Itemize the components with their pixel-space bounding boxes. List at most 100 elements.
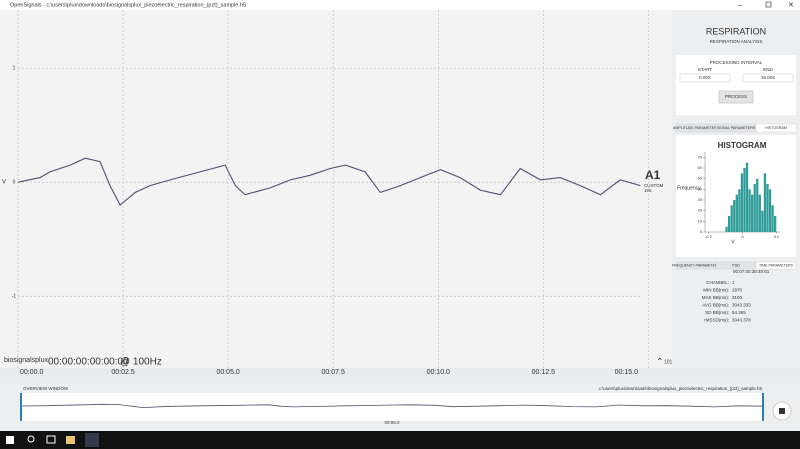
histogram-bar — [748, 189, 751, 232]
end-input[interactable] — [742, 73, 794, 83]
y-tick-label: 20 — [698, 208, 703, 213]
interval-panel — [676, 55, 796, 115]
histogram-bar — [766, 184, 769, 232]
y-tick-label: 40 — [698, 186, 703, 191]
x-tick-label: 0.2 — [774, 234, 780, 239]
zoom-value: 101 — [664, 359, 673, 365]
close[interactable]: ✕ — [788, 2, 794, 9]
param-value: 3043.378 — [732, 318, 751, 323]
param-label: rMSSD(ms): — [704, 318, 729, 323]
start-value: 0.00S — [699, 75, 711, 80]
histogram-bar — [725, 226, 728, 232]
x-tick-label: 00:10.0 — [427, 369, 450, 376]
y-tick-label: 10 — [698, 218, 703, 223]
window-title: OpenSignals - c:\users\plux\downloads\bi… — [10, 2, 246, 8]
overview-handle[interactable] — [20, 393, 22, 421]
end-label: END — [763, 67, 773, 72]
sidebar-title: RESPIRATION — [706, 26, 766, 36]
overview-file: c:\users\plux\downloads\biosignalsplux_p… — [599, 386, 763, 391]
y-tick-label: -1 — [12, 294, 17, 300]
search-button[interactable] — [27, 435, 35, 443]
stop-icon — [779, 408, 785, 414]
histogram-bar — [738, 189, 741, 232]
x-tick-label: 00:15.0 — [615, 369, 638, 376]
x-tick-label: 0 — [741, 234, 744, 239]
param-value: 2970 — [732, 288, 743, 293]
histogram-bar — [753, 184, 756, 232]
param-value: 1 — [732, 280, 735, 285]
time-display: 00:00:00:00:00:00 — [48, 357, 129, 368]
plot-area — [0, 10, 672, 368]
param-label: MAX BB(ms): — [702, 295, 729, 300]
logo: biosignalsplux — [4, 357, 48, 364]
tab-label: PSD — [732, 263, 740, 267]
histogram-title: HISTOGRAM — [718, 141, 767, 150]
tab-label: AMPLITUDE PARAMETERS — [673, 126, 720, 130]
param-value: 3100 — [732, 295, 743, 300]
overview-label: OVERVIEW WINDOW — [23, 386, 69, 391]
taskbar — [0, 431, 800, 449]
histogram-bar — [763, 173, 767, 232]
x-tick-label: -0.2 — [705, 234, 713, 239]
x-tick-label: 00:00.0 — [20, 369, 43, 376]
process-button[interactable] — [718, 90, 754, 104]
x-tick-label: 00:05.0 — [216, 369, 239, 376]
y-axis-label: V — [2, 180, 6, 186]
histogram-bar — [758, 194, 761, 232]
tab[interactable] — [755, 123, 797, 133]
histogram-y-label: Frequency — [677, 185, 701, 191]
histogram-bar — [745, 162, 749, 232]
y-tick-label: 1 — [13, 65, 16, 71]
overview-time: 00:05.0 — [384, 420, 400, 425]
histogram-bar — [740, 173, 744, 232]
y-tick-label: 30 — [698, 197, 703, 202]
tab-label: TIME PARAMETERS — [759, 263, 794, 267]
maximize[interactable] — [765, 1, 772, 8]
x-tick-label: 00:12.5 — [532, 369, 555, 376]
histogram-bar — [756, 178, 759, 232]
opensignals-icon[interactable] — [85, 433, 99, 447]
y-tick-label: 60 — [698, 165, 703, 170]
param-value: 54.365 — [732, 310, 746, 315]
explorer-icon[interactable] — [66, 436, 75, 444]
time-header: 00:07:00:38:40:61 — [733, 269, 770, 274]
minimize[interactable]: – — [738, 2, 742, 9]
y-tick-label: 0 — [13, 179, 16, 185]
tab-label: HISTOGRAM — [765, 126, 787, 130]
x-tick-label: 00:07.5 — [322, 369, 345, 376]
histogram-bar — [728, 216, 731, 232]
start-button[interactable] — [6, 436, 14, 444]
start-label: START — [698, 67, 713, 72]
y-tick-label: 70 — [698, 154, 703, 159]
sampling-rate: @ 100Hz — [120, 357, 162, 368]
histogram-x-label: V — [731, 239, 735, 245]
start-input[interactable] — [679, 73, 731, 83]
channel-name[interactable]: A1 — [645, 168, 661, 182]
y-tick-label: 50 — [698, 176, 703, 181]
sidebar-subtitle: RESPIRATION ANALYSIS — [710, 39, 763, 44]
process-label: PROCESS — [725, 94, 747, 99]
histogram-bar — [771, 205, 774, 232]
x-tick-label: 00:02.5 — [111, 369, 134, 376]
channel-mode: CUSTOM — [644, 183, 664, 188]
task-view[interactable] — [46, 435, 56, 444]
param-label: AVG BB(ms): — [702, 303, 729, 308]
interval-title: PROCESSING INTERVAL — [710, 60, 763, 65]
title-bar — [0, 0, 800, 10]
histogram-bar — [761, 210, 764, 232]
tab[interactable] — [755, 261, 797, 270]
overview-handle[interactable] — [762, 393, 764, 421]
histogram-bar — [743, 168, 746, 232]
param-label: MIN BB(ms): — [703, 288, 729, 293]
signal-line — [17, 157, 641, 206]
param-label: SD BB(ms): — [705, 310, 729, 315]
y-tick-label: 0 — [700, 229, 703, 234]
param-value: 3043.333 — [732, 303, 751, 308]
tab-label: SIGNAL PARAMETERS — [717, 126, 756, 130]
histogram-bar — [730, 205, 733, 232]
zoom-up[interactable]: ⌃ — [656, 356, 664, 366]
histogram-bar — [751, 194, 754, 232]
tab-label: FREQUENCY PARAMETERS — [672, 263, 721, 267]
